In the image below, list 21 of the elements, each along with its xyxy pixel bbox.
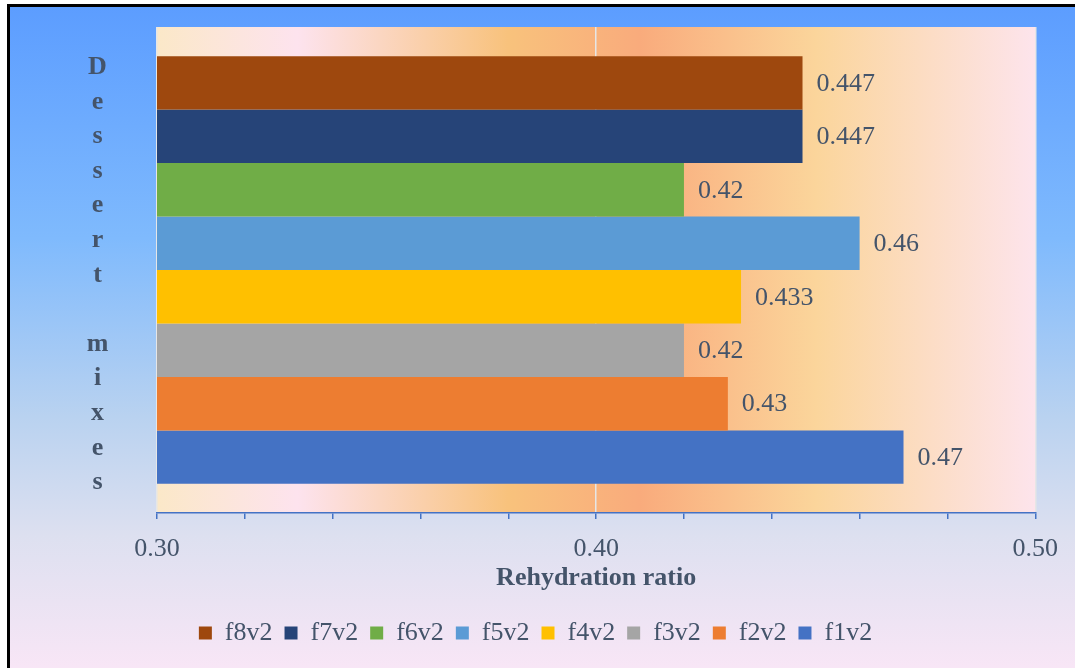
legend-label: f5v2	[481, 616, 530, 646]
data-label: 0.447	[816, 67, 876, 97]
x-tick-label: 0.50	[1012, 532, 1058, 562]
x-tick-label: 0.30	[134, 532, 180, 562]
legend-label: f6v2	[396, 616, 444, 646]
data-label: 0.43	[741, 388, 788, 418]
data-label: 0.46	[873, 228, 920, 258]
x-axis-title: Rehydration ratio	[496, 561, 697, 591]
data-label: 0.433	[755, 281, 814, 311]
data-label: 0.447	[816, 121, 876, 151]
legend-label: f2v2	[738, 616, 787, 646]
legend-label: f4v2	[567, 616, 616, 646]
legend-label: f8v2	[224, 616, 273, 646]
legend-label: f1v2	[824, 616, 873, 646]
data-label: 0.42	[697, 174, 744, 204]
data-label: 0.42	[697, 335, 744, 365]
data-label: 0.47	[917, 441, 964, 471]
legend-label: f7v2	[310, 616, 359, 646]
x-tick-label: 0.40	[573, 532, 619, 562]
legend-label: f3v2	[653, 616, 701, 646]
y-axis-title: Dessert mixes	[83, 51, 112, 501]
